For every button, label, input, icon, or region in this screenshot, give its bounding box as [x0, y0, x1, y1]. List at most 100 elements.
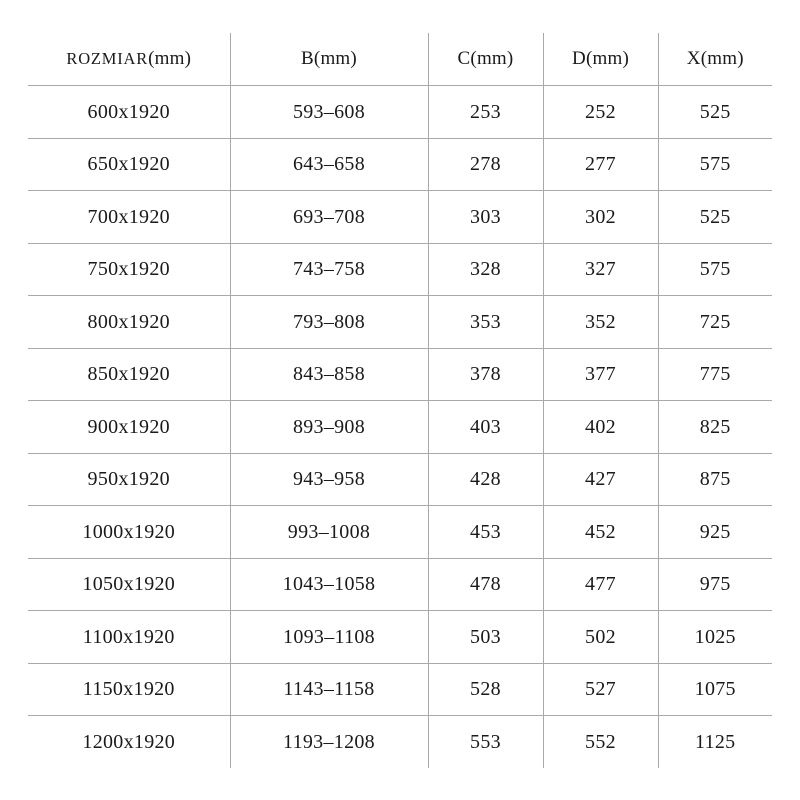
table-cell-value: 477 — [585, 573, 616, 596]
table-header-row: ROZMIAR(mm) B(mm) C(mm) D(mm) X(mm) — [28, 33, 772, 86]
table-cell-value: 1193–1208 — [283, 730, 375, 753]
table-cell-value: 525 — [699, 205, 731, 228]
table-cell-value: 527 — [585, 678, 616, 701]
table-cell-b: 1143–1158 — [230, 663, 429, 716]
table-cell-b: 1093–1108 — [230, 610, 429, 664]
table-cell-value: 643–658 — [292, 153, 366, 176]
column-header-size-label: ROZMIAR — [66, 49, 149, 68]
table-cell-x: 775 — [658, 348, 772, 401]
table-cell-value: 302 — [585, 205, 616, 228]
table-cell-value: 725 — [699, 310, 731, 333]
table-cell-value: 800x1920 — [87, 310, 170, 333]
table-cell-value: 1093–1108 — [283, 625, 375, 648]
table-cell-x: 875 — [658, 453, 772, 506]
table-cell-value: 750x1920 — [87, 258, 170, 281]
table-row: 700x1920 693–708 303 302 525 — [28, 190, 772, 244]
table-cell-value: 252 — [585, 100, 616, 123]
table-cell-size: 900x1920 — [28, 400, 231, 454]
column-header-d-unit: (mm) — [585, 48, 629, 69]
table-cell-value: 525 — [699, 100, 731, 123]
table-cell-value: 1043–1058 — [282, 573, 376, 596]
table-cell-value: 1125 — [695, 730, 736, 753]
table-cell-c: 428 — [428, 453, 544, 506]
table-cell-value: 925 — [699, 520, 731, 543]
table-cell-value: 528 — [470, 678, 501, 701]
table-cell-value: 575 — [699, 258, 731, 281]
table-cell-value: 693–708 — [292, 205, 366, 228]
table-cell-x: 825 — [658, 400, 772, 454]
table-cell-c: 403 — [428, 400, 544, 454]
table-row: 750x1920 743–758 328 327 575 — [28, 243, 772, 296]
table-row: 950x1920 943–958 428 427 875 — [28, 453, 772, 506]
table-row: 1200x1920 1193–1208 553 552 1125 — [28, 715, 772, 768]
table-cell-value: 1025 — [694, 625, 736, 648]
table-cell-value: 575 — [699, 153, 731, 176]
table-body: 600x1920 593–608 253 252 525 650x1920 643–658 2… — [28, 85, 772, 768]
table-cell-size: 1150x1920 — [28, 663, 231, 716]
table-row: 600x1920 593–608 253 252 525 — [28, 85, 772, 139]
table-cell-value: 428 — [470, 468, 501, 491]
table-cell-size: 650x1920 — [28, 138, 231, 191]
column-header-x-unit: (mm) — [700, 48, 744, 69]
table-cell-c: 328 — [428, 243, 544, 296]
table-cell-x: 975 — [658, 558, 772, 611]
table-cell-value: 352 — [585, 310, 616, 333]
column-header-b: B(mm) — [230, 33, 429, 86]
table-cell-value: 253 — [470, 100, 501, 123]
table-cell-value: 850x1920 — [87, 363, 170, 386]
table-cell-x: 925 — [658, 505, 772, 559]
table-cell-b: 693–708 — [230, 190, 429, 244]
table-cell-x: 1125 — [658, 715, 772, 768]
table-cell-value: 503 — [470, 625, 501, 648]
table-row: 1050x1920 1043–1058 478 477 975 — [28, 558, 772, 611]
table-cell-x: 525 — [658, 85, 772, 139]
table-cell-value: 993–1008 — [287, 520, 371, 543]
table-cell-value: 553 — [470, 730, 501, 753]
table-cell-c: 453 — [428, 505, 544, 559]
column-header-size: ROZMIAR(mm) — [28, 33, 231, 86]
table-cell-d: 277 — [543, 138, 659, 191]
column-header-c-unit: (mm) — [470, 48, 514, 69]
table-cell-value: 353 — [470, 310, 501, 333]
table-cell-value: 1100x1920 — [82, 625, 175, 648]
table-row: 850x1920 843–858 378 377 775 — [28, 348, 772, 401]
table-cell-size: 1200x1920 — [28, 715, 231, 768]
table-cell-size: 600x1920 — [28, 85, 231, 139]
table-cell-value: 1150x1920 — [82, 678, 175, 701]
table-row: 1000x1920 993–1008 453 452 925 — [28, 505, 772, 559]
table-cell-b: 893–908 — [230, 400, 429, 454]
table-cell-value: 403 — [470, 415, 501, 438]
table-cell-c: 478 — [428, 558, 544, 611]
table-cell-value: 453 — [470, 520, 501, 543]
column-header-size-unit: (mm) — [148, 48, 192, 69]
table-cell-value: 552 — [585, 730, 616, 753]
table-cell-size: 1000x1920 — [28, 505, 231, 559]
table-cell-d: 477 — [543, 558, 659, 611]
table-cell-value: 277 — [585, 153, 616, 176]
table-cell-value: 402 — [585, 415, 616, 438]
table-cell-value: 278 — [470, 153, 501, 176]
table-cell-value: 943–958 — [292, 468, 366, 491]
table-cell-value: 700x1920 — [87, 205, 170, 228]
column-header-x: X(mm) — [658, 33, 772, 86]
table-cell-c: 278 — [428, 138, 544, 191]
table-cell-value: 303 — [470, 205, 501, 228]
table-cell-b: 1193–1208 — [230, 715, 429, 768]
table-cell-c: 528 — [428, 663, 544, 716]
table-cell-value: 1000x1920 — [82, 520, 176, 543]
table-cell-value: 793–808 — [292, 310, 366, 333]
column-header-b-unit: (mm) — [313, 48, 357, 69]
table-cell-value: 875 — [699, 468, 731, 491]
column-header-x-label: X — [686, 48, 701, 69]
table-cell-value: 502 — [585, 625, 616, 648]
table-cell-value: 377 — [585, 363, 616, 386]
table-cell-d: 402 — [543, 400, 659, 454]
table-cell-value: 427 — [585, 468, 616, 491]
table-cell-b: 943–958 — [230, 453, 429, 506]
table-cell-d: 302 — [543, 190, 659, 244]
table-cell-d: 427 — [543, 453, 659, 506]
table-cell-value: 378 — [470, 363, 501, 386]
table-cell-x: 725 — [658, 295, 772, 349]
column-header-b-label: B — [301, 48, 314, 69]
table-cell-value: 1050x1920 — [82, 573, 176, 596]
